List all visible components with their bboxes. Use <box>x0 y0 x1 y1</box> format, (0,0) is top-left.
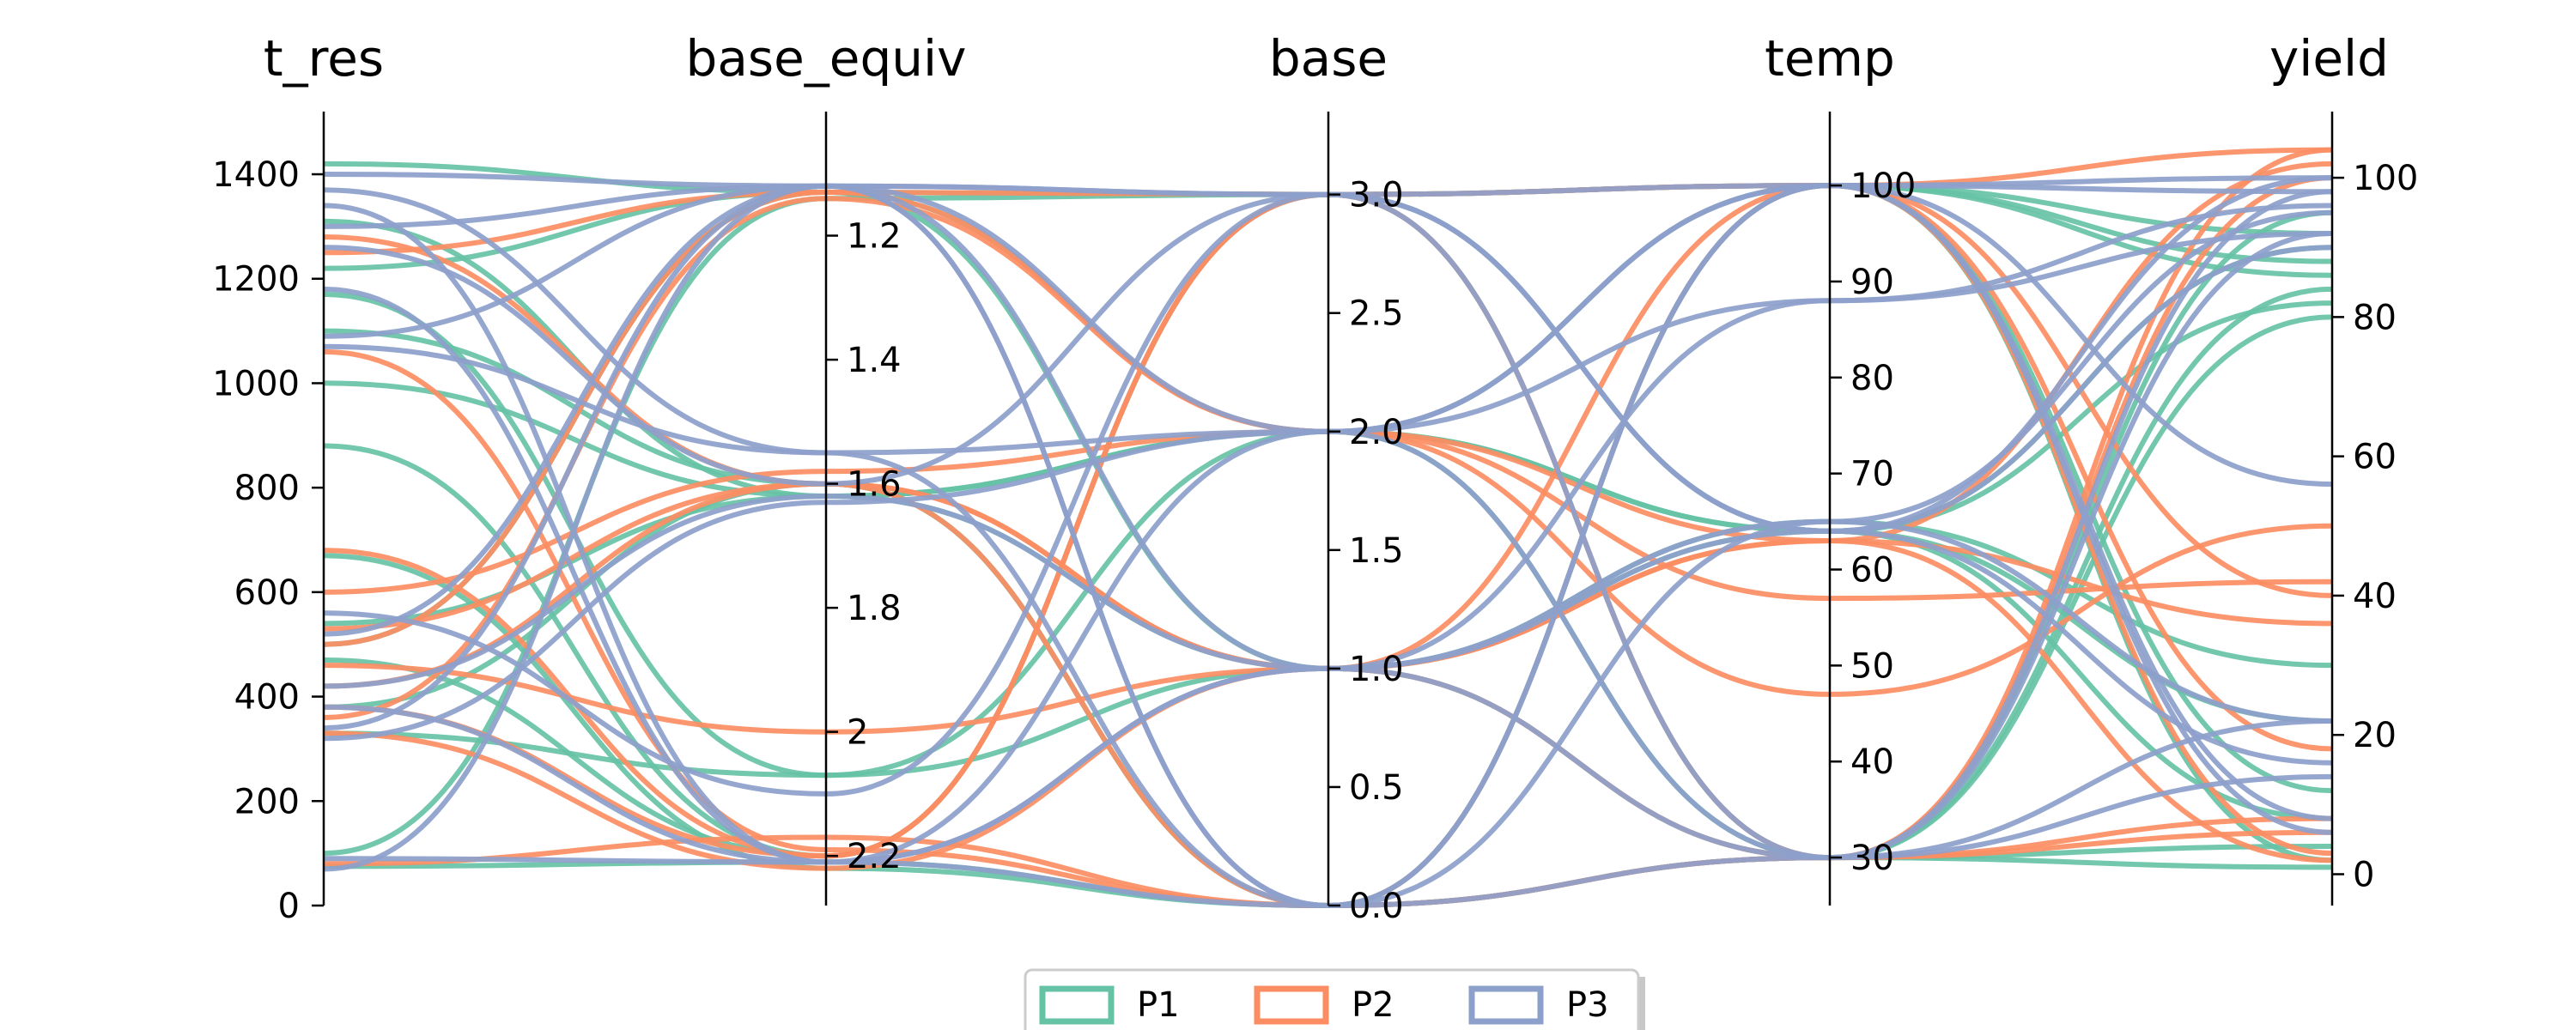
tick-label-t-res: 200 <box>234 782 300 821</box>
axis-yield: yield 0 20 40 60 80 100 <box>2269 29 2418 906</box>
tick-label-t-res: 800 <box>234 469 300 508</box>
axis-base-equiv: base_equiv 1.2 1.4 1.6 1.8 2 2.2 <box>686 29 967 906</box>
series-p3-line-12 <box>323 175 2333 731</box>
tick-label-base-equiv: 1.2 <box>847 217 902 257</box>
axis-t-res: t_res 0 200 400 600 800 1000 1200 1400 <box>212 29 384 926</box>
tick-label-yield: 0 <box>2353 855 2374 894</box>
tick-label-temp: 80 <box>1850 359 1894 398</box>
tick-label-t-res: 1200 <box>212 260 300 300</box>
axis-title-base: base <box>1269 29 1388 88</box>
tick-label-base: 1.5 <box>1349 531 1404 571</box>
legend: P1 P2 P3 <box>1024 968 1645 1030</box>
tick-label-t-res: 0 <box>278 887 300 926</box>
series-p3-line-14 <box>323 231 2333 865</box>
tick-label-base: 2.0 <box>1349 413 1404 452</box>
axis-title-temp: temp <box>1765 29 1895 88</box>
tick-label-temp: 60 <box>1850 551 1894 591</box>
legend-entry-p1: P1 <box>1039 985 1180 1025</box>
legend-swatch-p3 <box>1468 985 1544 1025</box>
tick-label-temp: 40 <box>1850 742 1894 782</box>
tick-label-base: 0.0 <box>1349 887 1404 926</box>
tick-label-base-equiv: 2.2 <box>847 837 902 876</box>
tick-label-yield: 60 <box>2353 438 2397 477</box>
tick-label-base-equiv: 1.8 <box>847 589 902 628</box>
axis-title-t-res: t_res <box>264 29 384 88</box>
polyline-layer <box>323 147 2333 909</box>
series-p3-line-5 <box>323 183 2333 865</box>
legend-frame <box>1024 968 1640 1030</box>
tick-label-base-equiv: 2 <box>847 713 868 753</box>
legend-label-p1: P1 <box>1137 985 1180 1025</box>
tick-label-temp: 90 <box>1850 263 1894 302</box>
tick-label-temp: 70 <box>1850 455 1894 494</box>
legend-swatch-p2 <box>1254 985 1329 1025</box>
series-p3-line-13 <box>323 428 2333 861</box>
legend-label-p3: P3 <box>1566 985 1609 1025</box>
legend-label-p2: P2 <box>1352 985 1394 1025</box>
tick-label-t-res: 1400 <box>212 155 300 195</box>
axes-layer: t_res0200400600800100012001400base_equiv… <box>212 29 2418 926</box>
axis-title-base-equiv: base_equiv <box>686 29 967 88</box>
axis-title-yield: yield <box>2269 29 2389 88</box>
tick-label-t-res: 600 <box>234 573 300 613</box>
tick-label-t-res: 1000 <box>212 364 300 403</box>
tick-label-yield: 100 <box>2353 159 2418 198</box>
tick-label-base: 2.5 <box>1349 294 1404 334</box>
tick-label-temp: 50 <box>1850 646 1894 686</box>
legend-swatch-p1 <box>1039 985 1115 1025</box>
legend-entry-p3: P3 <box>1468 985 1609 1025</box>
tick-label-base-equiv: 1.6 <box>847 465 902 505</box>
tick-label-t-res: 400 <box>234 678 300 718</box>
tick-label-yield: 40 <box>2353 577 2397 616</box>
tick-label-temp: 100 <box>1850 167 1916 206</box>
tick-label-base: 1.0 <box>1349 650 1404 689</box>
tick-label-yield: 20 <box>2353 716 2397 755</box>
series-p2-line-11 <box>323 183 2333 871</box>
legend-entry-p2: P2 <box>1254 985 1394 1025</box>
axis-base: base 0.0 0.5 1.0 1.5 2.0 2.5 3.0 <box>1269 29 1404 926</box>
axis-temp: temp 30 40 50 60 70 80 90 100 <box>1765 29 1916 906</box>
tick-label-base: 0.5 <box>1349 768 1404 808</box>
tick-label-temp: 30 <box>1850 839 1894 878</box>
tick-label-base-equiv: 1.4 <box>847 341 902 380</box>
tick-label-yield: 80 <box>2353 298 2397 337</box>
tick-label-base: 3.0 <box>1349 176 1404 215</box>
